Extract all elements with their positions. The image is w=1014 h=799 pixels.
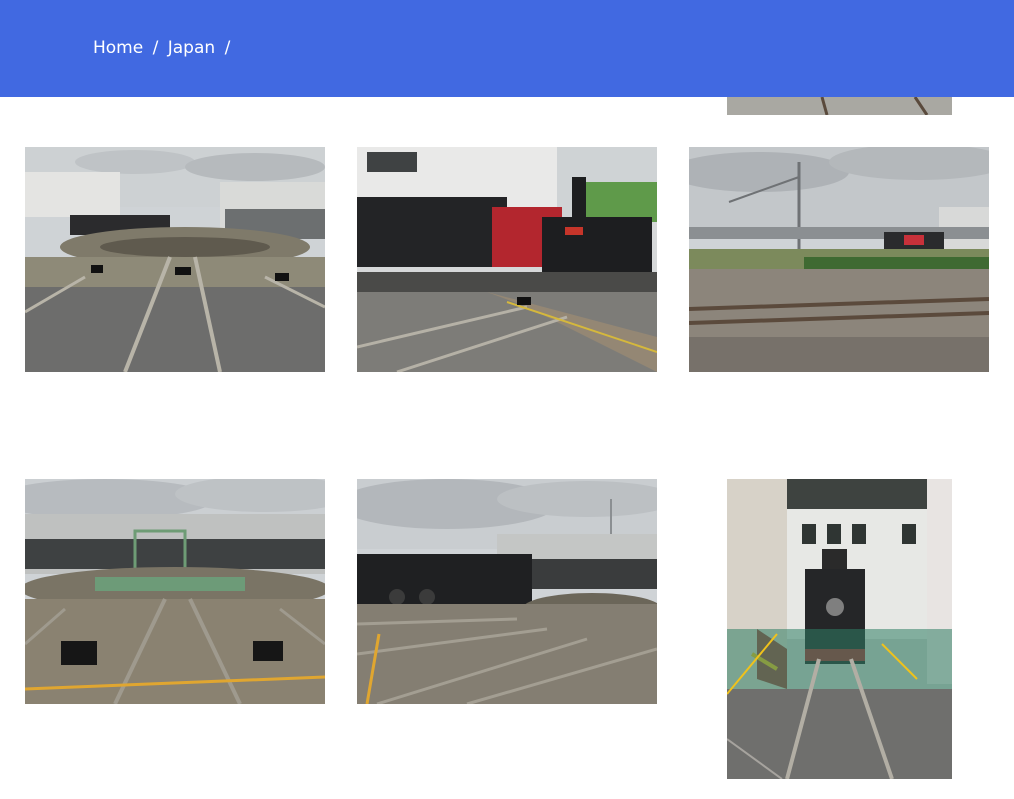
turntable-roundhouse-icon	[25, 147, 325, 372]
turntable-roundhouse-icon	[25, 479, 325, 704]
steam-locomotive-icon	[357, 147, 657, 372]
breadcrumb-separator: /	[152, 38, 159, 58]
gallery-photo-turntable-locomotive[interactable]	[357, 479, 657, 704]
gallery-photo-railyard[interactable]	[689, 147, 989, 372]
breadcrumb-japan-link[interactable]: Japan	[167, 38, 216, 58]
gallery-photo-locomotives[interactable]	[357, 147, 657, 372]
breadcrumb: Home / Japan /	[93, 37, 234, 59]
site-header: Home / Japan /	[0, 0, 1014, 97]
locomotive-in-shed-icon	[727, 479, 952, 779]
railway-yard-icon	[689, 147, 989, 372]
breadcrumb-home-link[interactable]: Home	[93, 38, 144, 58]
gallery-photo-locomotive-shed[interactable]	[727, 479, 952, 779]
turntable-locomotive-icon	[357, 479, 657, 704]
gallery-photo-turntable-2[interactable]	[25, 479, 325, 704]
breadcrumb-separator-trailing: /	[224, 38, 231, 58]
gallery-photo-turntable-1[interactable]	[25, 147, 325, 372]
